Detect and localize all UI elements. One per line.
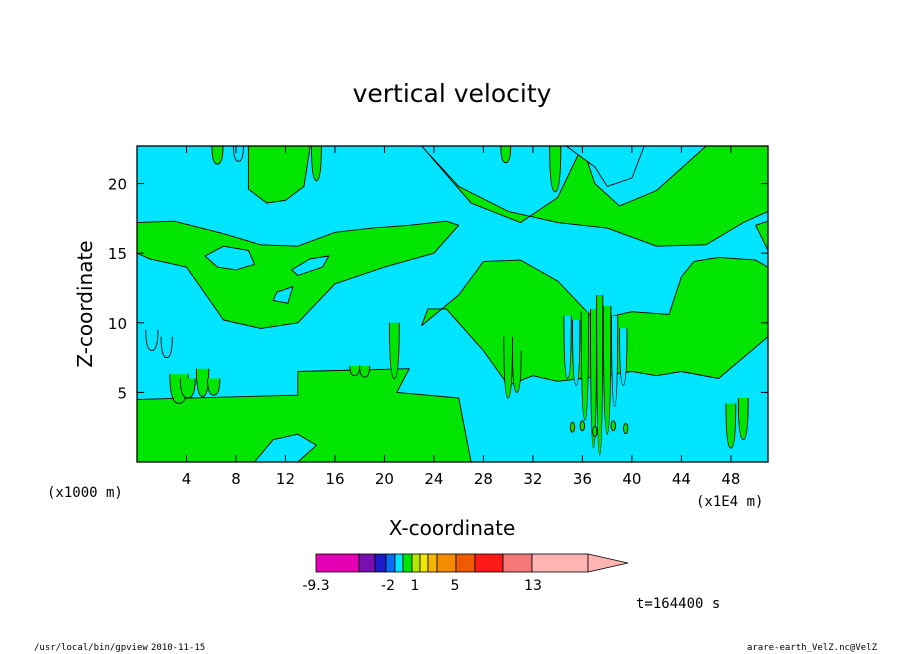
y-tick-label: 15: [108, 245, 127, 263]
y-tick-label: 10: [108, 315, 127, 333]
chart-title: vertical velocity: [353, 79, 552, 108]
contour-spike: [145, 329, 159, 352]
contour-spike: [233, 146, 244, 162]
colorbar-swatch: [427, 553, 438, 573]
contour-spike: [388, 322, 400, 379]
colorbar-label: 5: [451, 578, 460, 594]
contour-spike: [619, 328, 628, 386]
colorbar-label: -2: [381, 578, 395, 594]
contour-spike: [160, 336, 173, 359]
colorbar-swatch: [385, 553, 396, 573]
contour-region-negative_hole: [272, 286, 294, 304]
colorbar-swatch: [394, 553, 404, 573]
x-unit-label: (x1E4 m): [696, 494, 763, 510]
colorbar-swatch: [455, 553, 476, 573]
x-axis: 4 8 12 16 20 24 28 32 36 40 44 48: [182, 146, 740, 488]
contour-spike: [596, 294, 604, 456]
colorbar-swatch: [374, 553, 387, 573]
colorbar-extend-arrow: [587, 553, 629, 573]
contour-blob: [569, 421, 576, 433]
contour-region-positive: [137, 368, 472, 462]
contour-spike: [590, 308, 598, 449]
contour-spike: [611, 315, 619, 407]
contour-region-negative_hole: [254, 433, 317, 462]
contour-blob: [610, 420, 616, 432]
colorbar-swatch: [436, 553, 457, 573]
contour-spike: [737, 397, 749, 441]
x-tick-label: 28: [474, 470, 493, 488]
contour-spike: [602, 306, 612, 435]
colorbar-swatch: [411, 553, 421, 573]
contour-spike: [503, 336, 513, 399]
contour-spike: [211, 146, 224, 165]
x-axis-label: X-coordinate: [389, 516, 516, 540]
contour-region-negative_hole: [565, 146, 645, 187]
date-label: 2010-11-15: [151, 643, 205, 653]
x-tick-label: 20: [375, 470, 394, 488]
colorbar-label: 13: [524, 578, 542, 594]
y-tick-label: 5: [117, 384, 127, 402]
colorbar-label: 1: [411, 578, 420, 594]
contour-spike: [311, 146, 322, 182]
contour-spike: [563, 315, 572, 379]
contour-region-negative_hole: [204, 245, 255, 271]
colorbar-swatch: [315, 553, 360, 573]
contour-spike: [179, 378, 196, 399]
contour-region-negative_hole: [291, 255, 330, 276]
contour-spike: [725, 403, 737, 449]
contour-blob: [592, 425, 598, 437]
x-tick-label: 44: [672, 470, 691, 488]
time-label: t=164400 s: [636, 596, 720, 612]
contour-spike: [512, 350, 522, 393]
colorbar: [315, 553, 629, 573]
program-path: /usr/local/bin/gpview: [34, 643, 148, 653]
colorbar-swatch: [474, 553, 504, 573]
contour-spikes: [145, 146, 749, 456]
x-tick-label: 40: [622, 470, 641, 488]
y-axis-label: Z-coordinate: [73, 240, 97, 367]
contour-region-positive: [421, 146, 768, 247]
x-tick-label: 4: [182, 470, 192, 488]
contour-spike: [549, 146, 562, 193]
x-tick-label: 16: [325, 470, 344, 488]
x-tick-label: 36: [573, 470, 592, 488]
contour-region-positive: [755, 220, 768, 251]
contour-spike: [359, 365, 371, 378]
x-tick-label: 48: [721, 470, 740, 488]
x-tick-label: 8: [231, 470, 241, 488]
plot-area: [136, 145, 769, 463]
contour-blob: [579, 420, 586, 432]
colorbar-swatch: [531, 553, 589, 573]
plot-frame: [136, 145, 769, 463]
x-tick-label: 32: [523, 470, 542, 488]
contour-blob: [623, 423, 629, 435]
y-unit-label: (x1000 m): [47, 485, 123, 501]
colorbar-label: -9.3: [302, 578, 329, 594]
contour-spike: [500, 146, 512, 164]
contour-region-positive: [247, 146, 311, 204]
x-tick-label: 12: [276, 470, 295, 488]
colorbar-swatch: [358, 553, 376, 573]
colorbar-swatch: [402, 553, 413, 573]
y-tick-label: 20: [108, 176, 127, 194]
colorbar-swatch: [502, 553, 533, 573]
colorbar-labels: -9.3 -2 1 5 13: [302, 578, 542, 594]
contour-spike: [207, 378, 221, 396]
y-axis: 5 10 15 20: [108, 176, 768, 402]
file-label: arare-earth_VelZ.nc@VelZ: [747, 643, 878, 653]
x-tick-label: 24: [424, 470, 443, 488]
colorbar-swatch: [419, 553, 429, 573]
contour-spike: [572, 319, 581, 386]
contour-spike: [349, 365, 361, 377]
contour-spike: [580, 311, 590, 421]
